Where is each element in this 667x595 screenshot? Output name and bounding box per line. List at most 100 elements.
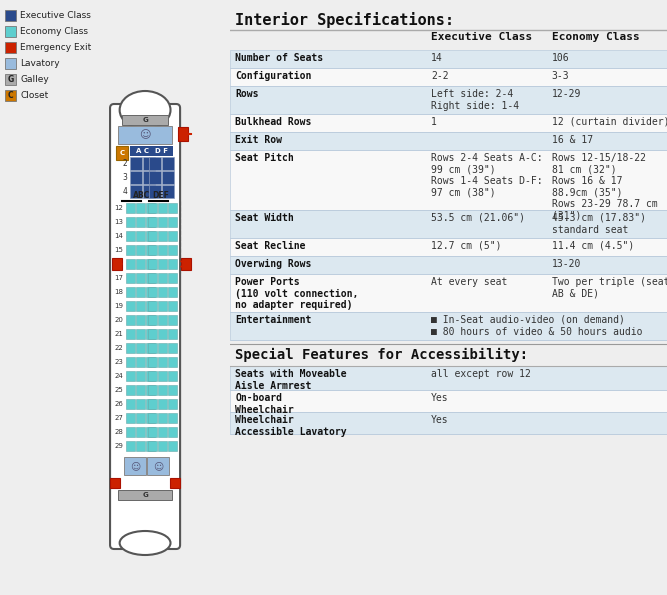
FancyBboxPatch shape bbox=[158, 343, 167, 353]
FancyBboxPatch shape bbox=[146, 287, 155, 298]
FancyBboxPatch shape bbox=[158, 371, 167, 381]
FancyBboxPatch shape bbox=[148, 441, 157, 451]
FancyBboxPatch shape bbox=[146, 315, 155, 325]
Text: 45.3 cm (17.83")
standard seat: 45.3 cm (17.83") standard seat bbox=[552, 213, 646, 234]
Text: 3: 3 bbox=[122, 173, 127, 181]
Text: 3-3: 3-3 bbox=[552, 71, 569, 81]
Text: Seat Width: Seat Width bbox=[235, 213, 294, 223]
Text: 26: 26 bbox=[114, 401, 123, 407]
Text: Entertainment: Entertainment bbox=[235, 315, 311, 325]
FancyBboxPatch shape bbox=[158, 441, 167, 451]
FancyBboxPatch shape bbox=[146, 300, 155, 311]
FancyBboxPatch shape bbox=[126, 300, 135, 311]
FancyBboxPatch shape bbox=[146, 259, 155, 270]
Bar bbox=[5, 58, 16, 69]
FancyBboxPatch shape bbox=[168, 287, 177, 298]
FancyBboxPatch shape bbox=[158, 273, 167, 283]
Text: G: G bbox=[142, 117, 148, 123]
FancyBboxPatch shape bbox=[148, 259, 157, 270]
FancyBboxPatch shape bbox=[126, 356, 135, 367]
FancyBboxPatch shape bbox=[126, 385, 135, 395]
FancyBboxPatch shape bbox=[126, 427, 135, 437]
FancyBboxPatch shape bbox=[158, 315, 167, 325]
Text: 29: 29 bbox=[114, 443, 123, 449]
Text: Overwing Rows: Overwing Rows bbox=[235, 259, 311, 269]
Text: G: G bbox=[7, 75, 13, 84]
Text: Rows 2-4 Seats A-C:
99 cm (39")
Rows 1-4 Seats D-F:
97 cm (38"): Rows 2-4 Seats A-C: 99 cm (39") Rows 1-4… bbox=[431, 153, 543, 198]
FancyBboxPatch shape bbox=[136, 399, 145, 409]
Text: 17: 17 bbox=[114, 275, 123, 281]
Text: 16: 16 bbox=[114, 261, 123, 267]
Text: Wheelchair
Accessible Lavatory: Wheelchair Accessible Lavatory bbox=[235, 415, 347, 437]
FancyBboxPatch shape bbox=[168, 203, 177, 213]
FancyBboxPatch shape bbox=[129, 184, 141, 198]
Bar bbox=[122, 115, 168, 125]
FancyBboxPatch shape bbox=[146, 273, 155, 283]
Text: 12-29: 12-29 bbox=[552, 89, 581, 99]
FancyBboxPatch shape bbox=[136, 300, 145, 311]
Bar bbox=[5, 10, 16, 21]
FancyBboxPatch shape bbox=[168, 273, 177, 283]
FancyBboxPatch shape bbox=[148, 287, 157, 298]
Text: ☺: ☺ bbox=[153, 461, 163, 471]
FancyBboxPatch shape bbox=[136, 287, 145, 298]
FancyBboxPatch shape bbox=[136, 259, 145, 270]
FancyBboxPatch shape bbox=[168, 371, 177, 381]
FancyBboxPatch shape bbox=[148, 245, 157, 255]
Text: 13: 13 bbox=[114, 219, 123, 225]
Text: 2-2: 2-2 bbox=[431, 71, 449, 81]
Bar bbox=[230, 412, 667, 434]
Bar bbox=[178, 127, 188, 141]
Text: 16 & 17: 16 & 17 bbox=[552, 135, 592, 145]
Text: 21: 21 bbox=[114, 331, 123, 337]
FancyBboxPatch shape bbox=[143, 156, 155, 170]
FancyBboxPatch shape bbox=[158, 231, 167, 242]
Text: 1: 1 bbox=[431, 117, 437, 127]
FancyBboxPatch shape bbox=[149, 156, 161, 170]
Text: ☺: ☺ bbox=[139, 130, 151, 140]
FancyBboxPatch shape bbox=[136, 273, 145, 283]
Text: 14: 14 bbox=[431, 53, 443, 63]
Text: 22: 22 bbox=[114, 345, 123, 351]
Text: 11.4 cm (4.5"): 11.4 cm (4.5") bbox=[552, 241, 634, 251]
FancyBboxPatch shape bbox=[126, 371, 135, 381]
FancyBboxPatch shape bbox=[126, 287, 135, 298]
FancyBboxPatch shape bbox=[148, 231, 157, 242]
FancyBboxPatch shape bbox=[161, 184, 173, 198]
FancyBboxPatch shape bbox=[158, 328, 167, 339]
FancyBboxPatch shape bbox=[148, 399, 157, 409]
Text: DEF: DEF bbox=[153, 191, 169, 200]
FancyBboxPatch shape bbox=[158, 300, 167, 311]
FancyBboxPatch shape bbox=[136, 413, 145, 423]
FancyBboxPatch shape bbox=[148, 356, 157, 367]
Bar bbox=[116, 146, 128, 160]
FancyBboxPatch shape bbox=[158, 427, 167, 437]
FancyBboxPatch shape bbox=[126, 217, 135, 227]
FancyBboxPatch shape bbox=[158, 413, 167, 423]
FancyBboxPatch shape bbox=[146, 328, 155, 339]
FancyBboxPatch shape bbox=[136, 217, 145, 227]
FancyBboxPatch shape bbox=[126, 343, 135, 353]
FancyBboxPatch shape bbox=[168, 343, 177, 353]
FancyBboxPatch shape bbox=[168, 328, 177, 339]
FancyBboxPatch shape bbox=[146, 371, 155, 381]
Text: 15: 15 bbox=[114, 247, 123, 253]
FancyBboxPatch shape bbox=[136, 203, 145, 213]
FancyBboxPatch shape bbox=[158, 385, 167, 395]
FancyBboxPatch shape bbox=[136, 231, 145, 242]
Bar bbox=[5, 26, 16, 37]
Bar bbox=[230, 274, 667, 312]
FancyBboxPatch shape bbox=[158, 356, 167, 367]
FancyBboxPatch shape bbox=[126, 245, 135, 255]
Bar bbox=[170, 478, 180, 488]
Text: 4: 4 bbox=[122, 186, 127, 196]
Bar bbox=[230, 68, 667, 86]
Bar bbox=[230, 366, 667, 390]
FancyBboxPatch shape bbox=[126, 273, 135, 283]
Ellipse shape bbox=[119, 91, 171, 129]
FancyBboxPatch shape bbox=[148, 371, 157, 381]
Text: Bulkhead Rows: Bulkhead Rows bbox=[235, 117, 311, 127]
Bar bbox=[230, 312, 667, 340]
FancyBboxPatch shape bbox=[168, 245, 177, 255]
FancyBboxPatch shape bbox=[149, 184, 161, 198]
